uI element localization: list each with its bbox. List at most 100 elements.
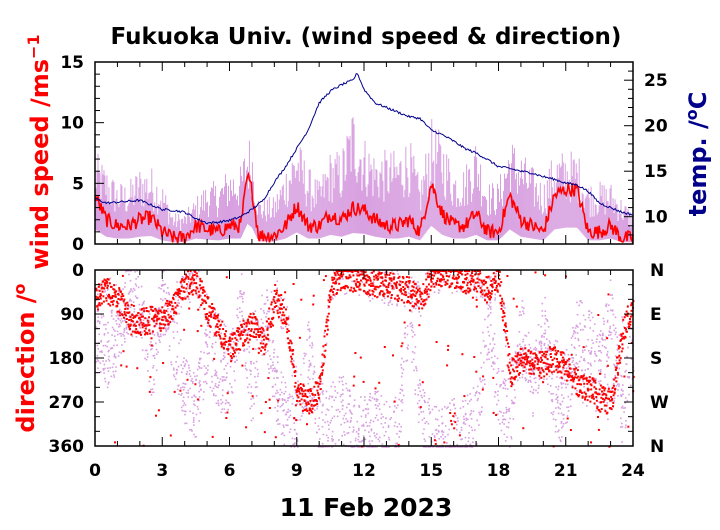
direction-instant-point <box>423 428 425 430</box>
direction-mean-point <box>287 317 290 320</box>
direction-mean-point <box>186 275 189 278</box>
direction-instant-point <box>123 337 126 340</box>
direction-mean-point <box>356 281 359 283</box>
direction-mean-point <box>220 345 223 348</box>
direction-instant-point <box>555 407 557 409</box>
direction-instant-point <box>120 352 122 354</box>
direction-mean-point <box>241 334 244 336</box>
direction-mean-point <box>456 281 459 284</box>
direction-mean-point <box>263 335 266 338</box>
direction-instant-point <box>151 332 154 335</box>
direction-mean-point <box>588 376 591 379</box>
direction-instant-point <box>105 360 107 362</box>
direction-mean-point <box>256 323 259 326</box>
direction-mean-point <box>288 346 291 348</box>
direction-mean-point <box>127 304 129 307</box>
direction-instant-point <box>616 377 619 379</box>
direction-instant-point <box>606 321 609 323</box>
direction-instant-point <box>294 418 297 420</box>
direction-instant-point <box>527 379 530 382</box>
direction-instant-point <box>369 421 371 424</box>
direction-instant-point <box>438 272 441 275</box>
direction-instant-point <box>217 386 219 389</box>
direction-mean-point <box>461 353 464 356</box>
direction-mean-point <box>316 382 319 385</box>
direction-instant-point <box>592 342 594 344</box>
direction-mean-point <box>568 372 571 375</box>
direction-instant-point <box>96 359 99 361</box>
direction-instant-point <box>124 282 127 284</box>
direction-mean-point <box>487 292 490 295</box>
direction-mean-point <box>118 287 121 290</box>
direction-mean-point <box>473 288 475 291</box>
direction-mean-point <box>429 270 432 272</box>
direction-mean-point <box>231 333 234 336</box>
direction-mean-point <box>482 375 485 378</box>
direction-instant-point <box>506 395 508 397</box>
direction-instant-point <box>97 348 99 350</box>
direction-instant-point <box>592 381 594 384</box>
direction-instant-point <box>566 406 568 409</box>
direction-mean-point <box>422 283 425 286</box>
direction-instant-point <box>551 400 554 403</box>
direction-mean-point <box>410 294 413 297</box>
direction-instant-point <box>162 284 165 286</box>
direction-instant-point <box>323 350 325 352</box>
direction-mean-point <box>327 312 330 315</box>
direction-mean-point <box>585 377 588 380</box>
direction-instant-point <box>357 438 359 441</box>
direction-instant-point <box>334 390 337 392</box>
direction-mean-point <box>97 285 100 288</box>
direction-mean-point <box>255 336 257 339</box>
direction-mean-point <box>241 364 244 367</box>
direction-mean-point <box>505 338 508 341</box>
direction-instant-point <box>413 352 416 354</box>
direction-mean-point <box>446 279 449 282</box>
direction-instant-point <box>136 297 139 299</box>
direction-instant-point <box>497 370 500 373</box>
direction-mean-point <box>240 323 243 326</box>
direction-instant-point <box>492 368 495 371</box>
direction-instant-point <box>321 411 323 414</box>
direction-mean-point <box>529 350 532 353</box>
direction-instant-point <box>283 409 285 411</box>
direction-mean-point <box>497 283 500 286</box>
direction-mean-point <box>531 358 534 361</box>
direction-mean-point <box>116 310 119 313</box>
direction-mean-point <box>123 316 125 319</box>
direction-instant-point <box>182 389 185 391</box>
direction-instant-point <box>280 326 282 328</box>
direction-instant-point <box>304 405 306 408</box>
direction-mean-point <box>465 270 468 272</box>
direction-instant-point <box>384 297 386 300</box>
direction-instant-point <box>394 396 397 399</box>
direction-mean-point <box>336 271 339 274</box>
direction-mean-point <box>189 278 192 281</box>
direction-mean-point <box>215 330 218 333</box>
direction-instant-point <box>246 377 248 379</box>
direction-mean-point <box>328 294 331 297</box>
direction-instant-point <box>509 446 511 448</box>
direction-instant-point <box>287 315 290 318</box>
direction-instant-point <box>496 372 498 374</box>
direction-mean-point <box>494 289 496 291</box>
direction-mean-point <box>425 285 428 288</box>
direction-mean-point <box>119 298 122 301</box>
direction-instant-point <box>280 297 282 299</box>
direction-instant-point <box>546 320 549 322</box>
direction-instant-point <box>519 343 521 346</box>
direction-instant-point <box>484 344 486 347</box>
direction-mean-point <box>324 329 327 332</box>
direction-instant-point <box>520 314 522 316</box>
direction-instant-point <box>418 406 420 409</box>
direction-instant-point <box>357 435 360 438</box>
direction-mean-point <box>220 341 223 344</box>
direction-instant-point <box>538 376 541 379</box>
direction-instant-point <box>200 357 202 360</box>
direction-instant-point <box>108 349 110 352</box>
direction-mean-point <box>176 292 178 295</box>
direction-mean-point <box>448 275 451 278</box>
direction-mean-point <box>99 304 102 307</box>
direction-instant-point <box>116 344 118 346</box>
direction-mean-point <box>364 278 367 281</box>
